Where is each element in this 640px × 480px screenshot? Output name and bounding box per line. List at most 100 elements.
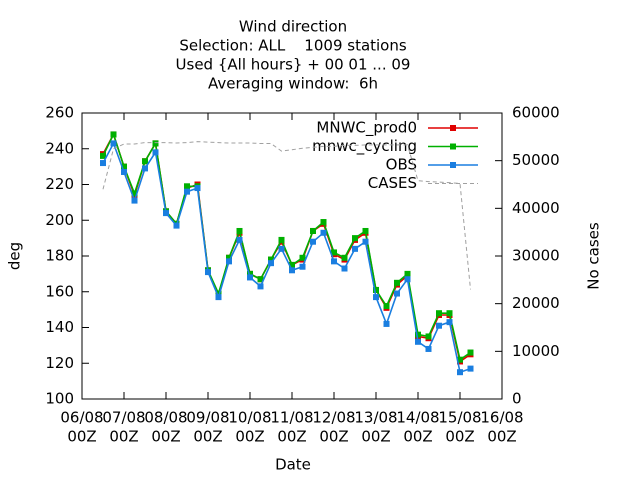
data-point: [184, 183, 190, 190]
y2-tick-label: 40000: [512, 199, 560, 217]
x-tick-label: 11/08: [270, 409, 313, 427]
y-tick-label: 120: [45, 354, 74, 372]
data-point: [194, 185, 201, 192]
series-line: [102, 141, 471, 374]
data-point: [278, 245, 285, 252]
data-point: [320, 229, 327, 236]
x-tick-label: 00Z: [487, 428, 516, 446]
chart-title: Wind direction: [239, 18, 347, 36]
data-point: [404, 276, 411, 283]
y2-tick-label: 10000: [512, 342, 560, 360]
data-point: [310, 227, 316, 234]
data-point: [110, 131, 117, 138]
data-point: [268, 260, 274, 267]
data-point: [236, 236, 243, 243]
y-tick-label: 240: [45, 139, 74, 157]
x-tick-label: 00Z: [277, 428, 306, 446]
data-point: [352, 235, 358, 242]
data-point: [383, 320, 390, 327]
data-point: [205, 269, 211, 276]
y-tick-label: 260: [45, 104, 74, 122]
chart-subtitle: Used {All hours} + 00 01 ... 09: [176, 56, 411, 74]
data-point: [257, 283, 264, 290]
data-point: [446, 310, 453, 317]
x-tick-label: 14/08: [396, 409, 439, 427]
x-tick-label: 00Z: [109, 428, 138, 446]
data-point: [467, 365, 474, 372]
data-point: [142, 165, 148, 172]
x-tick-label: 00Z: [235, 428, 264, 446]
y-tick-label: 160: [45, 282, 74, 300]
data-point: [163, 210, 169, 217]
data-point: [352, 245, 358, 252]
data-point: [467, 349, 474, 356]
data-point: [341, 265, 348, 272]
data-point: [331, 249, 337, 256]
data-point: [268, 256, 274, 263]
data-point: [110, 140, 117, 147]
legend-marker: [450, 162, 456, 168]
data-point: [257, 276, 264, 283]
x-tick-label: 12/08: [312, 409, 355, 427]
data-point: [226, 258, 232, 265]
legend-marker: [450, 143, 456, 150]
data-point: [131, 190, 138, 197]
data-point: [299, 263, 306, 270]
data-point: [457, 369, 463, 376]
y2-tick-label: 50000: [512, 151, 560, 169]
data-point: [247, 270, 253, 277]
y2-tick-label: 60000: [512, 104, 560, 122]
legend-label: CASES: [368, 174, 417, 192]
data-point: [100, 152, 106, 159]
data-point: [226, 254, 232, 261]
data-point: [383, 303, 390, 310]
data-point: [289, 267, 295, 274]
x-tick-label: 10/08: [228, 409, 271, 427]
data-point: [121, 163, 127, 170]
x-tick-label: 13/08: [354, 409, 397, 427]
legend-label: mnwc_cycling: [312, 137, 417, 156]
x-tick-label: 07/08: [102, 409, 145, 427]
x-tick-label: 00Z: [403, 428, 432, 446]
data-point: [446, 319, 453, 326]
data-point: [299, 254, 306, 261]
x-tick-label: 08/08: [144, 409, 187, 427]
data-point: [404, 270, 411, 277]
data-point: [100, 160, 106, 167]
data-point: [215, 294, 222, 301]
y-tick-label: 140: [45, 318, 74, 336]
data-point: [394, 279, 400, 286]
data-point: [331, 258, 337, 265]
x-tick-label: 16/08: [480, 409, 523, 427]
data-point: [184, 188, 190, 195]
chart-subtitle: Averaging window: 6h: [208, 75, 378, 93]
x-tick-label: 00Z: [445, 428, 474, 446]
y-axis-label: deg: [6, 242, 24, 270]
plot-frame: [81, 112, 503, 400]
data-point: [415, 338, 421, 345]
legend-label: MNWC_prod0: [316, 119, 417, 138]
x-tick-label: 09/08: [186, 409, 229, 427]
data-point: [320, 219, 327, 226]
data-point: [436, 310, 442, 317]
data-point: [310, 238, 316, 245]
x-tick-label: 00Z: [151, 428, 180, 446]
data-point: [457, 356, 463, 363]
y2-tick-label: 30000: [512, 247, 560, 265]
data-point: [341, 254, 348, 261]
data-point: [394, 290, 400, 297]
y2-tick-label: 20000: [512, 294, 560, 312]
chart-subtitle: Selection: ALL 1009 stations: [179, 37, 407, 55]
y-tick-label: 220: [45, 175, 74, 193]
y2-tick-label: 0: [512, 390, 522, 408]
data-point: [121, 168, 127, 175]
data-point: [362, 238, 369, 245]
data-point: [436, 322, 442, 329]
data-point: [362, 227, 369, 234]
x-tick-label: 00Z: [361, 428, 390, 446]
data-point: [373, 294, 379, 301]
data-point: [152, 140, 159, 147]
x-tick-label: 00Z: [319, 428, 348, 446]
data-point: [173, 222, 180, 229]
legend-label: OBS: [386, 156, 417, 174]
